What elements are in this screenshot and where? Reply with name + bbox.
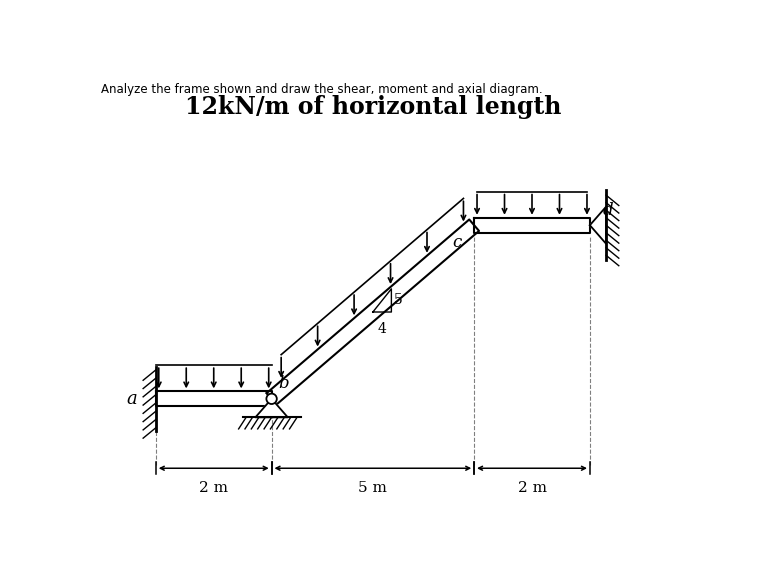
Text: c: c bbox=[452, 234, 462, 251]
Text: Analyze the frame shown and draw the shear, moment and axial diagram.: Analyze the frame shown and draw the she… bbox=[101, 84, 543, 97]
Text: d: d bbox=[603, 202, 613, 220]
Text: 2 m: 2 m bbox=[199, 481, 228, 495]
Text: b: b bbox=[278, 375, 289, 392]
Text: a: a bbox=[126, 390, 137, 408]
Polygon shape bbox=[156, 391, 271, 406]
Polygon shape bbox=[256, 399, 288, 418]
Text: 12kN/m of horizontal length: 12kN/m of horizontal length bbox=[185, 95, 561, 119]
Text: 2 m: 2 m bbox=[517, 481, 546, 495]
Polygon shape bbox=[267, 220, 479, 404]
Text: 5 m: 5 m bbox=[358, 481, 387, 495]
Text: 4: 4 bbox=[378, 323, 387, 336]
Polygon shape bbox=[474, 218, 590, 233]
Circle shape bbox=[267, 394, 277, 404]
Text: 5: 5 bbox=[394, 293, 402, 307]
Polygon shape bbox=[590, 206, 606, 244]
